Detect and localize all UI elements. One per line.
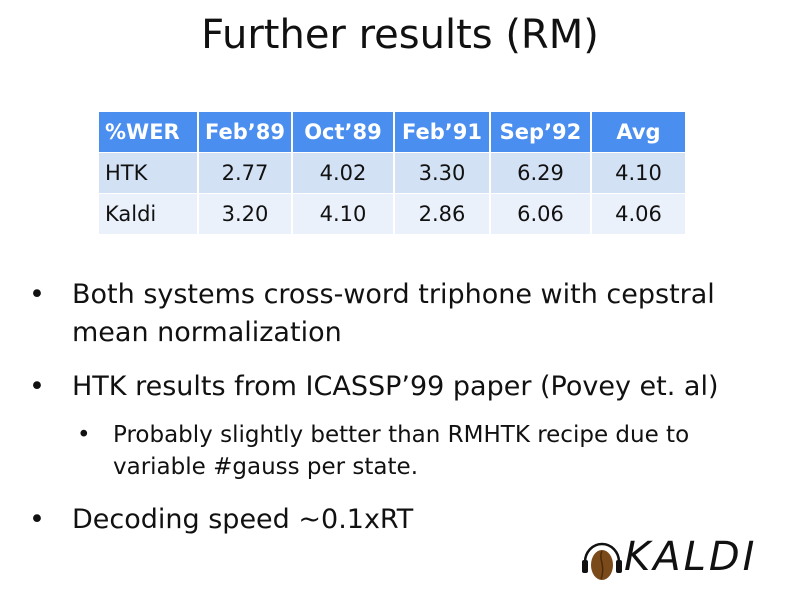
slide-title: Further results (RM) <box>201 12 599 58</box>
table-cell: 2.86 <box>394 194 489 234</box>
table-cell: 3.20 <box>199 194 291 234</box>
bullet-item: • HTK results from ICASSP’99 paper (Pove… <box>29 368 782 406</box>
bullet-icon: • <box>29 371 45 402</box>
wer-table: %WER Feb’89 Oct’89 Feb’91 Sep’92 Avg HTK… <box>97 111 687 235</box>
kaldi-logo: KALDI <box>580 532 757 582</box>
bullet-text: Both systems cross-word triphone with ce… <box>72 279 715 348</box>
table-row: Kaldi 3.20 4.10 2.86 6.06 4.06 <box>99 194 685 234</box>
table-cell: 4.02 <box>292 153 393 193</box>
table-cell: 4.06 <box>591 194 685 234</box>
table-cell: 3.30 <box>394 153 489 193</box>
row-label: HTK <box>99 153 197 193</box>
header-cell: Sep’92 <box>490 112 590 152</box>
bullet-text: Decoding speed ~0.1xRT <box>72 504 414 535</box>
bullet-icon: • <box>29 279 45 310</box>
table-header-row: %WER Feb’89 Oct’89 Feb’91 Sep’92 Avg <box>99 112 685 152</box>
sub-bullet-item: • Probably slightly better than RMHTK re… <box>77 419 773 483</box>
headphones-coffee-bean-icon <box>582 542 622 580</box>
row-label: Kaldi <box>99 194 197 234</box>
logo-text: KALDI <box>624 534 758 580</box>
table-cell: 4.10 <box>591 153 685 193</box>
header-cell: %WER <box>99 112 197 152</box>
header-cell: Feb’91 <box>394 112 489 152</box>
table-row: HTK 2.77 4.02 3.30 6.29 4.10 <box>99 153 685 193</box>
bullet-item: • Both systems cross-word triphone with … <box>29 276 782 352</box>
bullet-item: • Decoding speed ~0.1xRT <box>29 501 782 539</box>
bullet-icon: • <box>77 422 91 448</box>
header-cell: Oct’89 <box>292 112 393 152</box>
bullet-icon: • <box>29 504 45 535</box>
table-cell: 4.10 <box>292 194 393 234</box>
header-cell: Feb’89 <box>199 112 291 152</box>
bullet-text: HTK results from ICASSP’99 paper (Povey … <box>72 371 719 402</box>
table-cell: 6.06 <box>490 194 590 234</box>
table-cell: 6.29 <box>490 153 590 193</box>
bullet-text: Probably slightly better than RMHTK reci… <box>113 422 690 480</box>
table-cell: 2.77 <box>199 153 291 193</box>
header-cell: Avg <box>591 112 685 152</box>
